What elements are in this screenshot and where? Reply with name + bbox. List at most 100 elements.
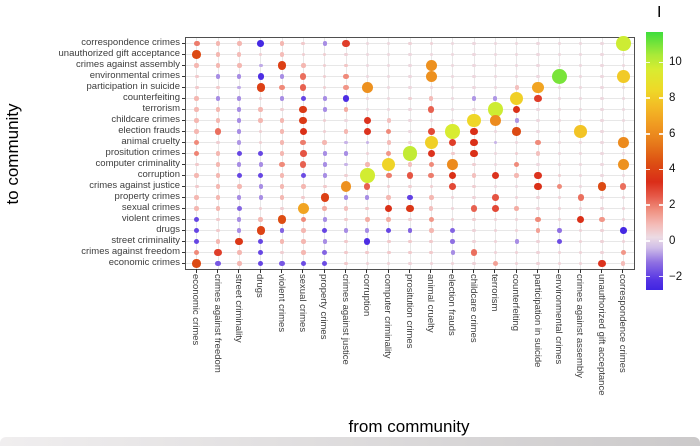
data-point	[429, 184, 434, 189]
y-tick-label: prositution crimes	[105, 146, 180, 158]
data-point	[472, 74, 476, 79]
data-point	[534, 94, 542, 103]
data-point	[621, 118, 625, 123]
data-point	[470, 127, 478, 136]
data-point	[279, 96, 285, 101]
data-point	[194, 173, 199, 178]
data-point	[579, 140, 583, 145]
y-tick-mark	[181, 42, 185, 44]
x-tick-mark	[238, 269, 240, 273]
data-point	[493, 162, 497, 167]
data-point	[536, 195, 540, 200]
data-point	[322, 63, 327, 68]
data-point	[536, 250, 540, 255]
data-point	[408, 52, 412, 57]
data-point	[514, 250, 519, 255]
data-point	[344, 217, 348, 222]
x-tick-mark	[579, 269, 581, 273]
data-point	[322, 217, 327, 222]
x-tick-mark	[195, 269, 197, 273]
data-point	[216, 228, 220, 233]
data-point	[536, 239, 540, 244]
data-point	[515, 52, 519, 57]
data-point	[600, 250, 604, 255]
data-point	[386, 118, 391, 123]
legend-tick-mark	[659, 204, 663, 206]
data-point	[579, 52, 583, 57]
data-point	[258, 118, 263, 123]
data-point	[279, 129, 285, 134]
data-point	[471, 173, 477, 178]
y-tick-mark	[181, 174, 185, 176]
data-point	[237, 118, 242, 123]
data-point	[300, 260, 307, 267]
x-tick-label: property crimes	[318, 274, 330, 340]
data-point	[322, 52, 327, 57]
data-point	[493, 85, 497, 90]
data-point	[301, 184, 306, 189]
data-point	[579, 96, 583, 101]
data-point	[194, 129, 199, 134]
data-point	[470, 149, 478, 158]
data-point	[386, 239, 391, 244]
data-point	[472, 217, 476, 222]
data-point	[386, 150, 392, 157]
legend-tick-mark	[646, 132, 650, 135]
data-point	[279, 184, 285, 189]
data-point	[578, 206, 583, 211]
data-point	[344, 239, 348, 244]
data-point	[600, 52, 604, 57]
data-point	[279, 173, 285, 178]
y-tick-mark	[181, 108, 185, 110]
data-point	[579, 151, 583, 156]
data-point	[236, 172, 243, 179]
data-point	[621, 107, 625, 112]
data-point	[621, 195, 626, 200]
data-point	[384, 204, 393, 213]
data-point	[237, 261, 242, 266]
data-point	[320, 193, 329, 202]
data-point	[194, 74, 199, 79]
data-point	[512, 127, 521, 136]
data-point	[600, 195, 604, 200]
data-point	[215, 52, 221, 57]
data-point	[216, 217, 220, 222]
y-tick-mark	[181, 185, 185, 187]
data-point	[425, 60, 437, 71]
y-tick-label: childcare crimes	[111, 113, 180, 125]
data-point	[279, 239, 285, 244]
data-point	[557, 228, 562, 233]
data-point	[342, 95, 350, 102]
x-tick-label: prositution crimes	[403, 274, 415, 349]
data-point	[408, 239, 412, 244]
data-point	[257, 249, 264, 256]
data-point	[535, 228, 541, 233]
data-point	[193, 139, 200, 146]
data-point	[599, 216, 605, 223]
x-tick-label: unauthorized gift acceptance	[595, 274, 607, 396]
y-tick-label: correspondence crimes	[81, 36, 180, 48]
legend-tick-label: 10	[669, 56, 682, 69]
data-point	[450, 195, 455, 200]
data-point	[215, 206, 221, 211]
data-point	[600, 162, 604, 167]
data-point	[258, 107, 263, 112]
x-tick-label: childcare crimes	[467, 274, 479, 343]
x-tick-label: economic crimes	[190, 274, 202, 346]
data-point	[616, 70, 630, 83]
y-tick-label: participation in suicide	[86, 80, 180, 92]
data-point	[386, 184, 391, 189]
data-point	[600, 74, 604, 79]
data-point	[487, 102, 503, 117]
data-point	[600, 129, 604, 134]
x-tick-label: participation in suicide	[531, 274, 543, 368]
y-tick-label: election frauds	[118, 124, 180, 136]
data-point	[257, 238, 264, 245]
data-point	[600, 63, 604, 68]
data-point	[237, 217, 242, 222]
data-point	[515, 63, 519, 68]
data-point	[237, 107, 242, 112]
data-point	[472, 228, 476, 233]
data-point	[237, 195, 242, 200]
data-point	[300, 95, 307, 102]
